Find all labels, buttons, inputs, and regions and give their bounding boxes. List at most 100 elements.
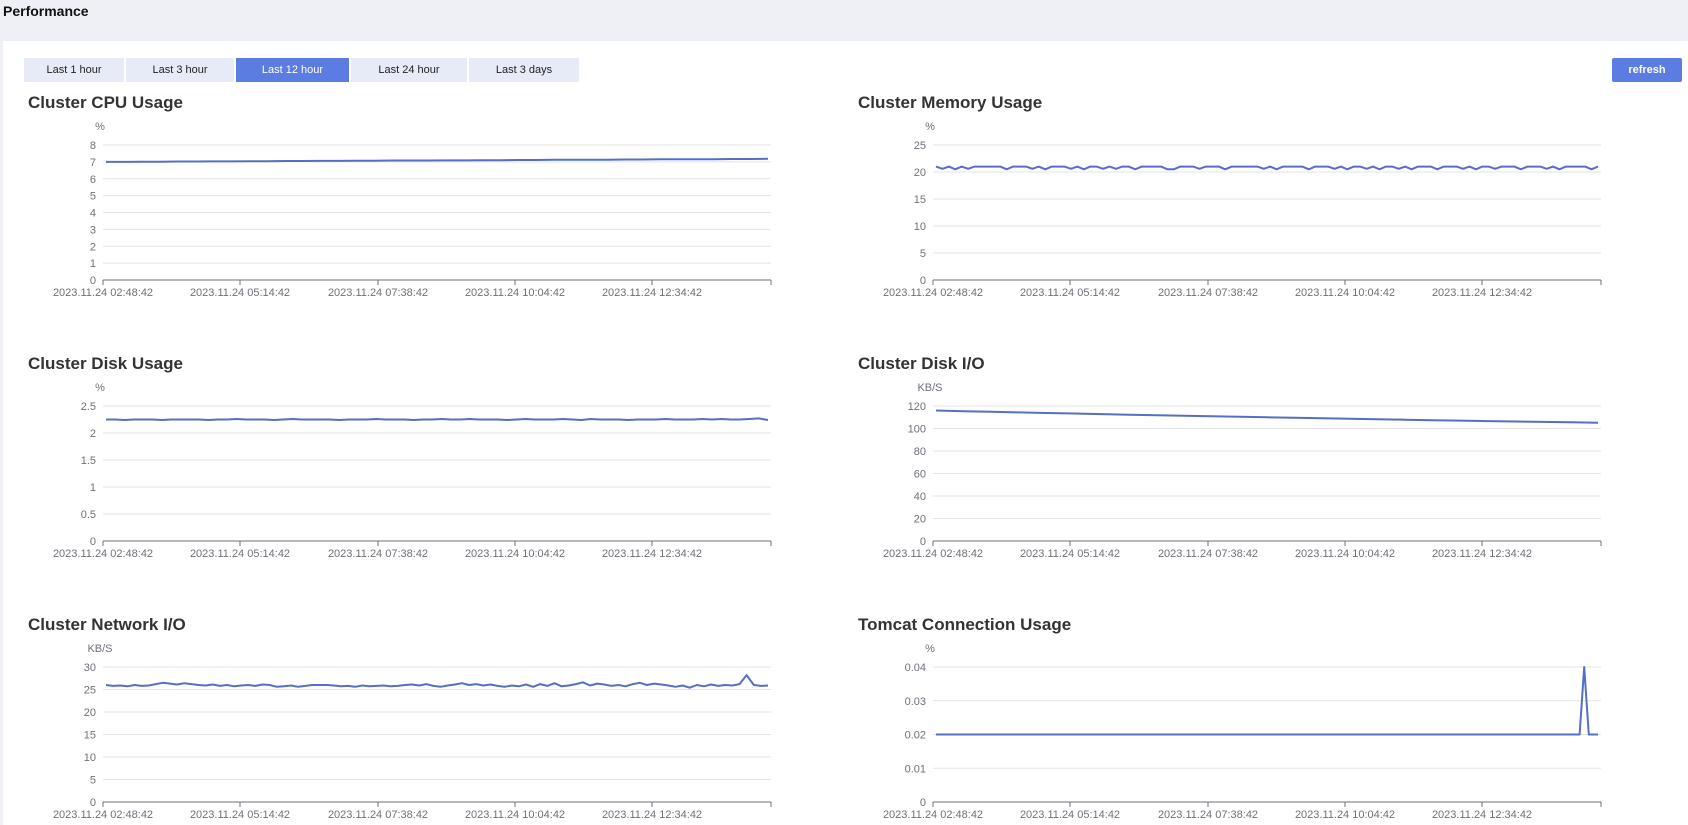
y-tick-label: 5 xyxy=(90,775,96,787)
x-tick-label: 2023.11.24 10:04:42 xyxy=(465,809,565,821)
y-tick-label: 0.03 xyxy=(905,696,926,708)
y-axis-unit: KB/S xyxy=(87,643,112,655)
y-axis-unit: KB/S xyxy=(917,382,942,394)
x-tick-label: 2023.11.24 12:34:42 xyxy=(602,287,702,299)
y-tick-label: 20 xyxy=(84,707,96,719)
y-tick-label: 0 xyxy=(920,536,926,548)
network-io-chart: KB/S 0 5 10 15 20 25 30 2023.11.24 02:48:42 2023.… xyxy=(28,615,808,825)
y-tick-label: 0 xyxy=(90,275,96,287)
y-tick-label: 80 xyxy=(914,446,926,458)
y-tick-label: 0.02 xyxy=(905,730,926,742)
y-tick-label: 20 xyxy=(914,167,926,179)
x-tick-label: 2023.11.24 02:48:42 xyxy=(883,809,983,821)
x-tick-label: 2023.11.24 10:04:42 xyxy=(465,548,565,560)
x-tick-label: 2023.11.24 07:38:42 xyxy=(1158,548,1258,560)
y-tick-label: 1.5 xyxy=(81,455,96,467)
chart-title: Tomcat Connection Usage xyxy=(858,615,1072,634)
y-tick-label: 10 xyxy=(84,752,96,764)
y-tick-label: 0 xyxy=(90,536,96,548)
x-tick-label: 2023.11.24 05:14:42 xyxy=(190,548,290,560)
x-tick-label: 2023.11.24 12:34:42 xyxy=(1432,287,1532,299)
range-button-3d[interactable]: Last 3 days xyxy=(469,58,579,82)
x-tick-label: 2023.11.24 12:34:42 xyxy=(1432,548,1532,560)
y-axis-unit: % xyxy=(95,121,105,133)
chart-plot: KB/S 0 20 40 60 80 100 120 2023.11.24 02:48:42 20… xyxy=(883,382,1602,560)
range-button-1h[interactable]: Last 1 hour xyxy=(24,58,124,82)
y-axis-unit: % xyxy=(925,643,935,655)
y-tick-label: 20 xyxy=(914,514,926,526)
y-tick-label: 10 xyxy=(914,221,926,233)
x-tick-label: 2023.11.24 05:14:42 xyxy=(1020,287,1120,299)
range-button-24h[interactable]: Last 24 hour xyxy=(351,58,467,82)
x-tick-label: 2023.11.24 05:14:42 xyxy=(190,809,290,821)
y-tick-label: 60 xyxy=(914,469,926,481)
range-button-3h[interactable]: Last 3 hour xyxy=(126,58,234,82)
chart-plot: % 0 1 2 3 4 5 6 7 8 2023.11.24 02:48:42 2023.11.24 … xyxy=(53,121,772,299)
y-tick-label: 40 xyxy=(914,491,926,503)
y-axis-unit: % xyxy=(925,121,935,133)
y-tick-label: 7 xyxy=(90,157,96,169)
x-tick-label: 2023.11.24 12:34:42 xyxy=(602,548,702,560)
x-tick-label: 2023.11.24 12:34:42 xyxy=(1432,809,1532,821)
x-tick-label: 2023.11.24 02:48:42 xyxy=(53,809,153,821)
y-tick-label: 25 xyxy=(84,685,96,697)
x-tick-label: 2023.11.24 05:14:42 xyxy=(190,287,290,299)
y-tick-label: 100 xyxy=(908,424,926,436)
series-line xyxy=(106,157,769,163)
y-tick-label: 30 xyxy=(84,662,96,674)
chart-title: Cluster Disk I/O xyxy=(858,354,985,373)
y-tick-label: 0.01 xyxy=(905,763,926,775)
y-tick-label: 2.5 xyxy=(81,401,96,413)
range-button-12h[interactable]: Last 12 hour xyxy=(236,58,349,82)
y-tick-label: 0 xyxy=(90,797,96,809)
y-tick-label: 25 xyxy=(914,140,926,152)
y-tick-label: 0 xyxy=(920,797,926,809)
time-range-selector: Last 1 hour Last 3 hour Last 12 hour Las… xyxy=(24,58,581,82)
y-tick-label: 8 xyxy=(90,140,96,152)
series-line xyxy=(105,674,769,689)
x-tick-label: 2023.11.24 07:38:42 xyxy=(328,809,428,821)
page-title: Performance xyxy=(3,3,89,19)
x-tick-label: 2023.11.24 10:04:42 xyxy=(1295,287,1395,299)
x-tick-label: 2023.11.24 02:48:42 xyxy=(53,287,153,299)
x-tick-label: 2023.11.24 05:14:42 xyxy=(1020,809,1120,821)
cpu-usage-chart: % 0 1 2 3 4 5 6 7 8 2023.11.24 02:48:42 2023.11.24 … xyxy=(28,93,808,343)
chart-plot: % 0 0.5 1 1.5 2 2.5 2023.11.24 02:48:42 2023.11.… xyxy=(53,382,772,560)
chart-title: Cluster Network I/O xyxy=(28,615,186,634)
y-tick-label: 6 xyxy=(90,174,96,186)
x-tick-label: 2023.11.24 10:04:42 xyxy=(1295,548,1395,560)
x-tick-label: 2023.11.24 07:38:42 xyxy=(1158,809,1258,821)
chart-plot: KB/S 0 5 10 15 20 25 30 2023.11.24 02:48:42 2023.… xyxy=(53,643,772,821)
y-tick-label: 4 xyxy=(90,208,96,220)
x-tick-label: 2023.11.24 07:38:42 xyxy=(328,548,428,560)
series-line xyxy=(936,666,1598,736)
x-tick-label: 2023.11.24 07:38:42 xyxy=(1158,287,1258,299)
y-tick-label: 5 xyxy=(920,248,926,260)
y-tick-label: 15 xyxy=(914,194,926,206)
y-tick-label: 0.04 xyxy=(905,662,926,674)
chart-title: Cluster Disk Usage xyxy=(28,354,183,373)
chart-plot: % 0 0.01 0.02 0.03 0.04 2023.11.24 02:48:42 202… xyxy=(883,643,1602,821)
series-line xyxy=(935,409,1599,424)
chart-title: Cluster Memory Usage xyxy=(858,93,1043,112)
x-tick-label: 2023.11.24 05:14:42 xyxy=(1020,548,1120,560)
x-tick-label: 2023.11.24 10:04:42 xyxy=(1295,809,1395,821)
y-tick-label: 15 xyxy=(84,730,96,742)
refresh-button[interactable]: refresh xyxy=(1612,58,1682,82)
y-tick-label: 3 xyxy=(90,224,96,236)
chart-plot: % 0 5 10 15 20 25 2023.11.24 02:48:42 2023.11.24… xyxy=(883,121,1602,299)
y-axis-unit: % xyxy=(95,382,105,394)
y-tick-label: 1 xyxy=(90,482,96,494)
x-tick-label: 2023.11.24 02:48:42 xyxy=(883,548,983,560)
chart-title: Cluster CPU Usage xyxy=(28,93,183,112)
tomcat-connection-chart: % 0 0.01 0.02 0.03 0.04 2023.11.24 02:48:42 202… xyxy=(858,615,1638,825)
y-tick-label: 0.5 xyxy=(81,509,96,521)
y-tick-label: 1 xyxy=(90,258,96,270)
y-tick-label: 2 xyxy=(90,428,96,440)
x-tick-label: 2023.11.24 12:34:42 xyxy=(602,809,702,821)
x-tick-label: 2023.11.24 10:04:42 xyxy=(465,287,565,299)
series-line xyxy=(106,417,769,421)
y-tick-label: 2 xyxy=(90,241,96,253)
disk-usage-chart: % 0 0.5 1 1.5 2 2.5 2023.11.24 02:48:42 2023.11.… xyxy=(28,354,808,604)
x-tick-label: 2023.11.24 07:38:42 xyxy=(328,287,428,299)
